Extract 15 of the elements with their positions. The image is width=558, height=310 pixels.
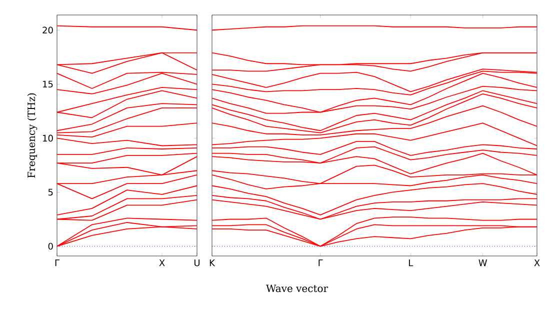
x-tick-label: L (408, 260, 414, 266)
y-axis-title: Frequency (THz) (27, 93, 38, 178)
x-tick-label: X (534, 260, 540, 266)
x-tick-label: U (194, 260, 200, 266)
x-tick-label: X (159, 260, 165, 266)
x-tick-label: W (478, 260, 487, 266)
y-tick-label: 5 (48, 188, 53, 196)
y-tick-label: 0 (48, 242, 53, 250)
x-tick-label: K (210, 260, 216, 266)
x-tick-label: Γ (55, 260, 60, 266)
x-axis-title: Wave vector (266, 284, 328, 292)
y-tick-label: 10 (43, 134, 53, 142)
y-tick-label: 20 (42, 26, 53, 34)
x-tick-label: Γ (318, 260, 323, 266)
y-tick-label: 15 (43, 80, 53, 88)
